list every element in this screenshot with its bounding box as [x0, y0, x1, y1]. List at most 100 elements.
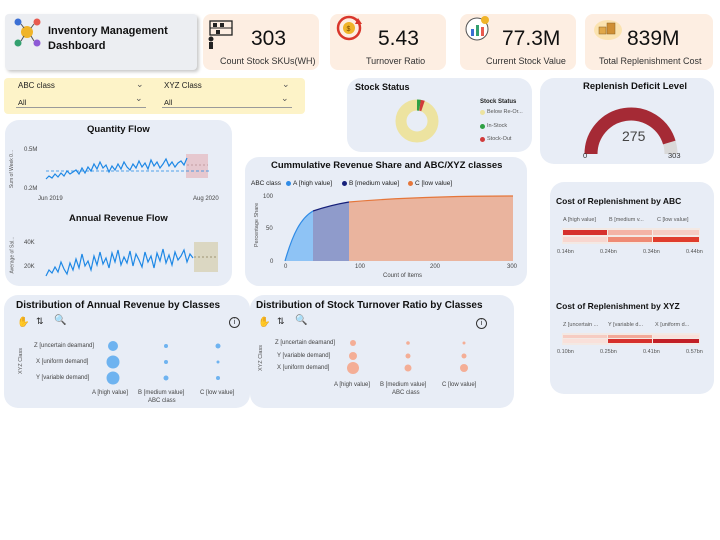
stock-status-donut	[395, 99, 439, 143]
abc-filter-value: All	[18, 98, 27, 107]
annual-revenue-distribution-title: Distribution of Annual Revenue by Classe…	[16, 300, 221, 311]
sort-icon[interactable]: ⇅	[36, 316, 44, 326]
legend-dot-icon	[342, 181, 347, 186]
stock-legend-label: Stock-Out	[487, 136, 512, 142]
cost-abc-tick: 0.14bn	[557, 249, 574, 255]
cumulative-legend-item[interactable]: A [high value]	[286, 179, 341, 188]
dist-revenue-ylabel: XYZ Class	[17, 348, 24, 374]
stock-legend-label: Below Re-Or...	[487, 109, 523, 115]
hand-pointer-icon[interactable]: ✋	[258, 317, 271, 328]
zoom-icon[interactable]: 🔍	[295, 315, 308, 326]
cost-xyz-tick: 0.10bn	[557, 349, 574, 355]
quantity-flow-line-chart	[45, 154, 210, 180]
legend-label: C [low value]	[415, 180, 453, 187]
ytick-label: 20K	[24, 264, 35, 270]
xyz-filter-dropdown[interactable]: All ⌄	[162, 93, 292, 108]
kpi-label: Current Stock Value	[486, 56, 566, 66]
row-label: Y [variable demand]	[36, 375, 90, 381]
stock-legend-item[interactable]: Below Re-Or...	[480, 109, 535, 117]
col-label: A [high value]	[92, 390, 129, 396]
gauge-min: 0	[583, 151, 588, 160]
legend-dot-icon	[408, 181, 413, 186]
cost-abc-header: C [low value]	[657, 217, 689, 223]
hand-pointer-icon[interactable]: ✋	[17, 317, 30, 328]
col-label: B [medium value]	[380, 382, 427, 388]
cumulative-legend-item[interactable]: C [low value]	[408, 179, 468, 188]
cost-xyz-tick: 0.25bn	[600, 349, 617, 355]
annual-revenue-bubble-chart	[106, 341, 221, 385]
kpi-card-current-stock-value[interactable]: 77.3M Current Stock Value	[460, 14, 576, 70]
ytick-label: 0.5M	[24, 147, 38, 153]
ytick-label: 0	[270, 259, 274, 265]
dashboard-title-line1: Inventory Management	[48, 25, 168, 37]
legend-dot-icon	[480, 124, 485, 129]
boxes-icon	[594, 20, 622, 40]
stock-legend-item[interactable]: In-Stock	[480, 123, 535, 131]
stock-legend-item[interactable]: Stock-Out	[480, 136, 535, 144]
xtick-label: Jun 2019	[38, 196, 63, 202]
turnover-cycle-icon: $	[336, 15, 362, 41]
info-icon[interactable]: i	[229, 317, 240, 328]
quantity-flow-title: Quantity Flow	[87, 124, 150, 135]
stock-status-panel[interactable]: Stock Status Stock Status Below Re-Or...…	[347, 78, 532, 152]
legend-label: B [medium value]	[349, 180, 400, 187]
stock-legend-label: In-Stock	[487, 123, 508, 129]
cost-xyz-header: X [uniform d...	[655, 322, 690, 328]
cost-replenishment-panel	[550, 182, 714, 394]
col-label: A [high value]	[334, 382, 371, 388]
abc-filter-dropdown[interactable]: All ⌄	[16, 93, 146, 108]
cost-xyz-header: Z [uncertain ...	[563, 322, 599, 328]
cost-xyz-tick: 0.41bn	[643, 349, 660, 355]
kpi-value: 5.43	[378, 27, 419, 50]
gauge-value: 275	[622, 128, 646, 144]
row-label: Y [variable demand]	[277, 353, 331, 359]
dist-revenue-xlabel: ABC class	[148, 398, 176, 404]
legend-label: A [high value]	[293, 180, 333, 187]
chevron-down-icon[interactable]: ⌄	[282, 79, 290, 89]
replenish-gauge	[584, 107, 678, 155]
col-label: C [low value]	[200, 390, 235, 396]
annual-revenue-distribution-panel[interactable]	[4, 295, 250, 408]
cost-abc-tick: 0.34bn	[643, 249, 660, 255]
cumulative-ylabel: Percentage Share	[254, 202, 261, 248]
dashboard-logo-icon	[14, 18, 41, 47]
turnover-distribution-panel[interactable]	[250, 295, 514, 408]
xtick-label: 300	[507, 264, 518, 270]
turnover-bubble-chart	[347, 340, 468, 374]
zoom-icon[interactable]: 🔍	[54, 315, 67, 326]
cumulative-legend-item[interactable]: B [medium value]	[342, 179, 407, 188]
title-card: Inventory Management Dashboard	[5, 14, 197, 70]
stock-legend-title: Stock Status	[480, 99, 517, 105]
kpi-value: 839M	[627, 27, 680, 50]
chevron-down-icon[interactable]: ⌄	[136, 79, 144, 89]
sort-icon[interactable]: ⇅	[277, 316, 285, 326]
dist-turnover-ylabel: XYZ Class	[257, 345, 264, 371]
stock-status-title: Stock Status	[355, 82, 410, 92]
dist-turnover-xlabel: ABC class	[392, 390, 420, 396]
xtick-label: Aug 2020	[193, 196, 219, 202]
kpi-label: Turnover Ratio	[366, 56, 426, 66]
kpi-card-turnover-ratio[interactable]: $ 5.43 Turnover Ratio	[330, 14, 446, 70]
cost-xyz-header: Y [variable d...	[608, 322, 644, 328]
ytick-label: 50	[266, 226, 273, 232]
annual-revenue-line-chart	[45, 242, 218, 277]
replenish-gauge-panel[interactable]: Replenish Deficit Level 275 0 303	[540, 78, 714, 164]
kpi-card-stock-skus[interactable]: 303 Count Stock SKUs(WH)	[203, 14, 319, 70]
cumulative-xlabel: Count of Items	[383, 273, 423, 279]
info-icon[interactable]: i	[476, 318, 487, 329]
cost-xyz-title: Cost of Replenishment by XYZ	[556, 301, 680, 311]
ytick-label: 40K	[24, 240, 35, 246]
cumulative-title: Cummulative Revenue Share and ABC/XYZ cl…	[271, 160, 503, 171]
legend-dot-icon	[480, 137, 485, 142]
filter-panel: ABC class ⌄ All ⌄ XYZ Class ⌄ All ⌄	[4, 78, 305, 114]
kpi-value: 77.3M	[502, 27, 561, 50]
kpi-label: Total Replenishment Cost	[599, 56, 702, 66]
legend-dot-icon	[286, 181, 291, 186]
row-label: Z [uncertain deamand]	[275, 340, 336, 346]
xyz-filter-value: All	[164, 98, 173, 107]
col-label: C [low value]	[442, 382, 477, 388]
row-label: X [uniform demand]	[277, 365, 330, 371]
svg-text:$: $	[347, 26, 351, 33]
col-label: B [medium value]	[138, 390, 185, 396]
kpi-card-total-replenishment[interactable]: 839M Total Replenishment Cost	[585, 14, 713, 70]
